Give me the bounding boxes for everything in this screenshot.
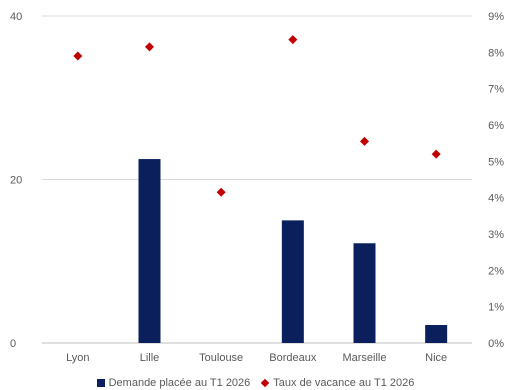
legend: Demande placée au T1 2026 Taux de vacanc…	[0, 376, 511, 390]
gridlines	[42, 15, 472, 344]
marker	[145, 42, 154, 52]
bar	[353, 243, 376, 343]
category-label: Bordeaux	[269, 352, 317, 364]
right-tick-label: 6%	[488, 120, 504, 132]
legend-item-bars: Demande placée au T1 2026	[96, 377, 251, 389]
marker	[431, 149, 441, 159]
right-tick-label: 2%	[488, 265, 504, 277]
left-axis-ticks: 0 20 40	[10, 11, 22, 350]
legend-swatch-markers	[261, 378, 270, 388]
left-tick-label: 40	[10, 11, 22, 23]
right-tick-label: 5%	[488, 156, 504, 168]
marker	[73, 51, 83, 61]
bar-series	[138, 159, 448, 343]
right-tick-label: 8%	[488, 47, 504, 59]
legend-swatch-bars	[96, 379, 105, 387]
legend-label-markers: Taux de vacance au T1 2026	[273, 377, 415, 389]
right-tick-label: 4%	[488, 193, 504, 205]
right-tick-label: 9%	[488, 11, 504, 23]
legend-label-bars: Demande placée au T1 2026	[108, 377, 251, 389]
marker	[288, 35, 298, 45]
category-label: Nice	[425, 352, 447, 364]
left-tick-label: 0	[10, 338, 16, 350]
marker	[216, 187, 226, 197]
category-label: Lyon	[66, 352, 89, 364]
category-label: Toulouse	[199, 352, 243, 364]
combo-chart: 0 20 40 0% 1% 2% 3% 4% 5% 6% 7% 8% 9% Lyon Lille Toul…	[10, 11, 504, 364]
left-tick-label: 20	[10, 175, 22, 187]
category-labels: Lyon Lille Toulouse Bordeaux Marseille Nice	[66, 352, 447, 364]
marker	[360, 136, 369, 146]
right-tick-label: 0%	[488, 338, 504, 350]
bar	[281, 220, 304, 343]
right-tick-label: 3%	[488, 229, 504, 241]
right-tick-label: 7%	[488, 84, 504, 96]
right-axis-ticks: 0% 1% 2% 3% 4% 5% 6% 7% 8% 9%	[488, 11, 504, 350]
category-label: Marseille	[342, 352, 386, 364]
right-tick-label: 1%	[488, 302, 504, 314]
bar	[425, 325, 448, 343]
marker-series	[73, 35, 441, 197]
category-label: Lille	[140, 352, 160, 364]
bar	[138, 159, 161, 343]
legend-item-markers: Taux de vacance au T1 2026	[261, 377, 415, 389]
